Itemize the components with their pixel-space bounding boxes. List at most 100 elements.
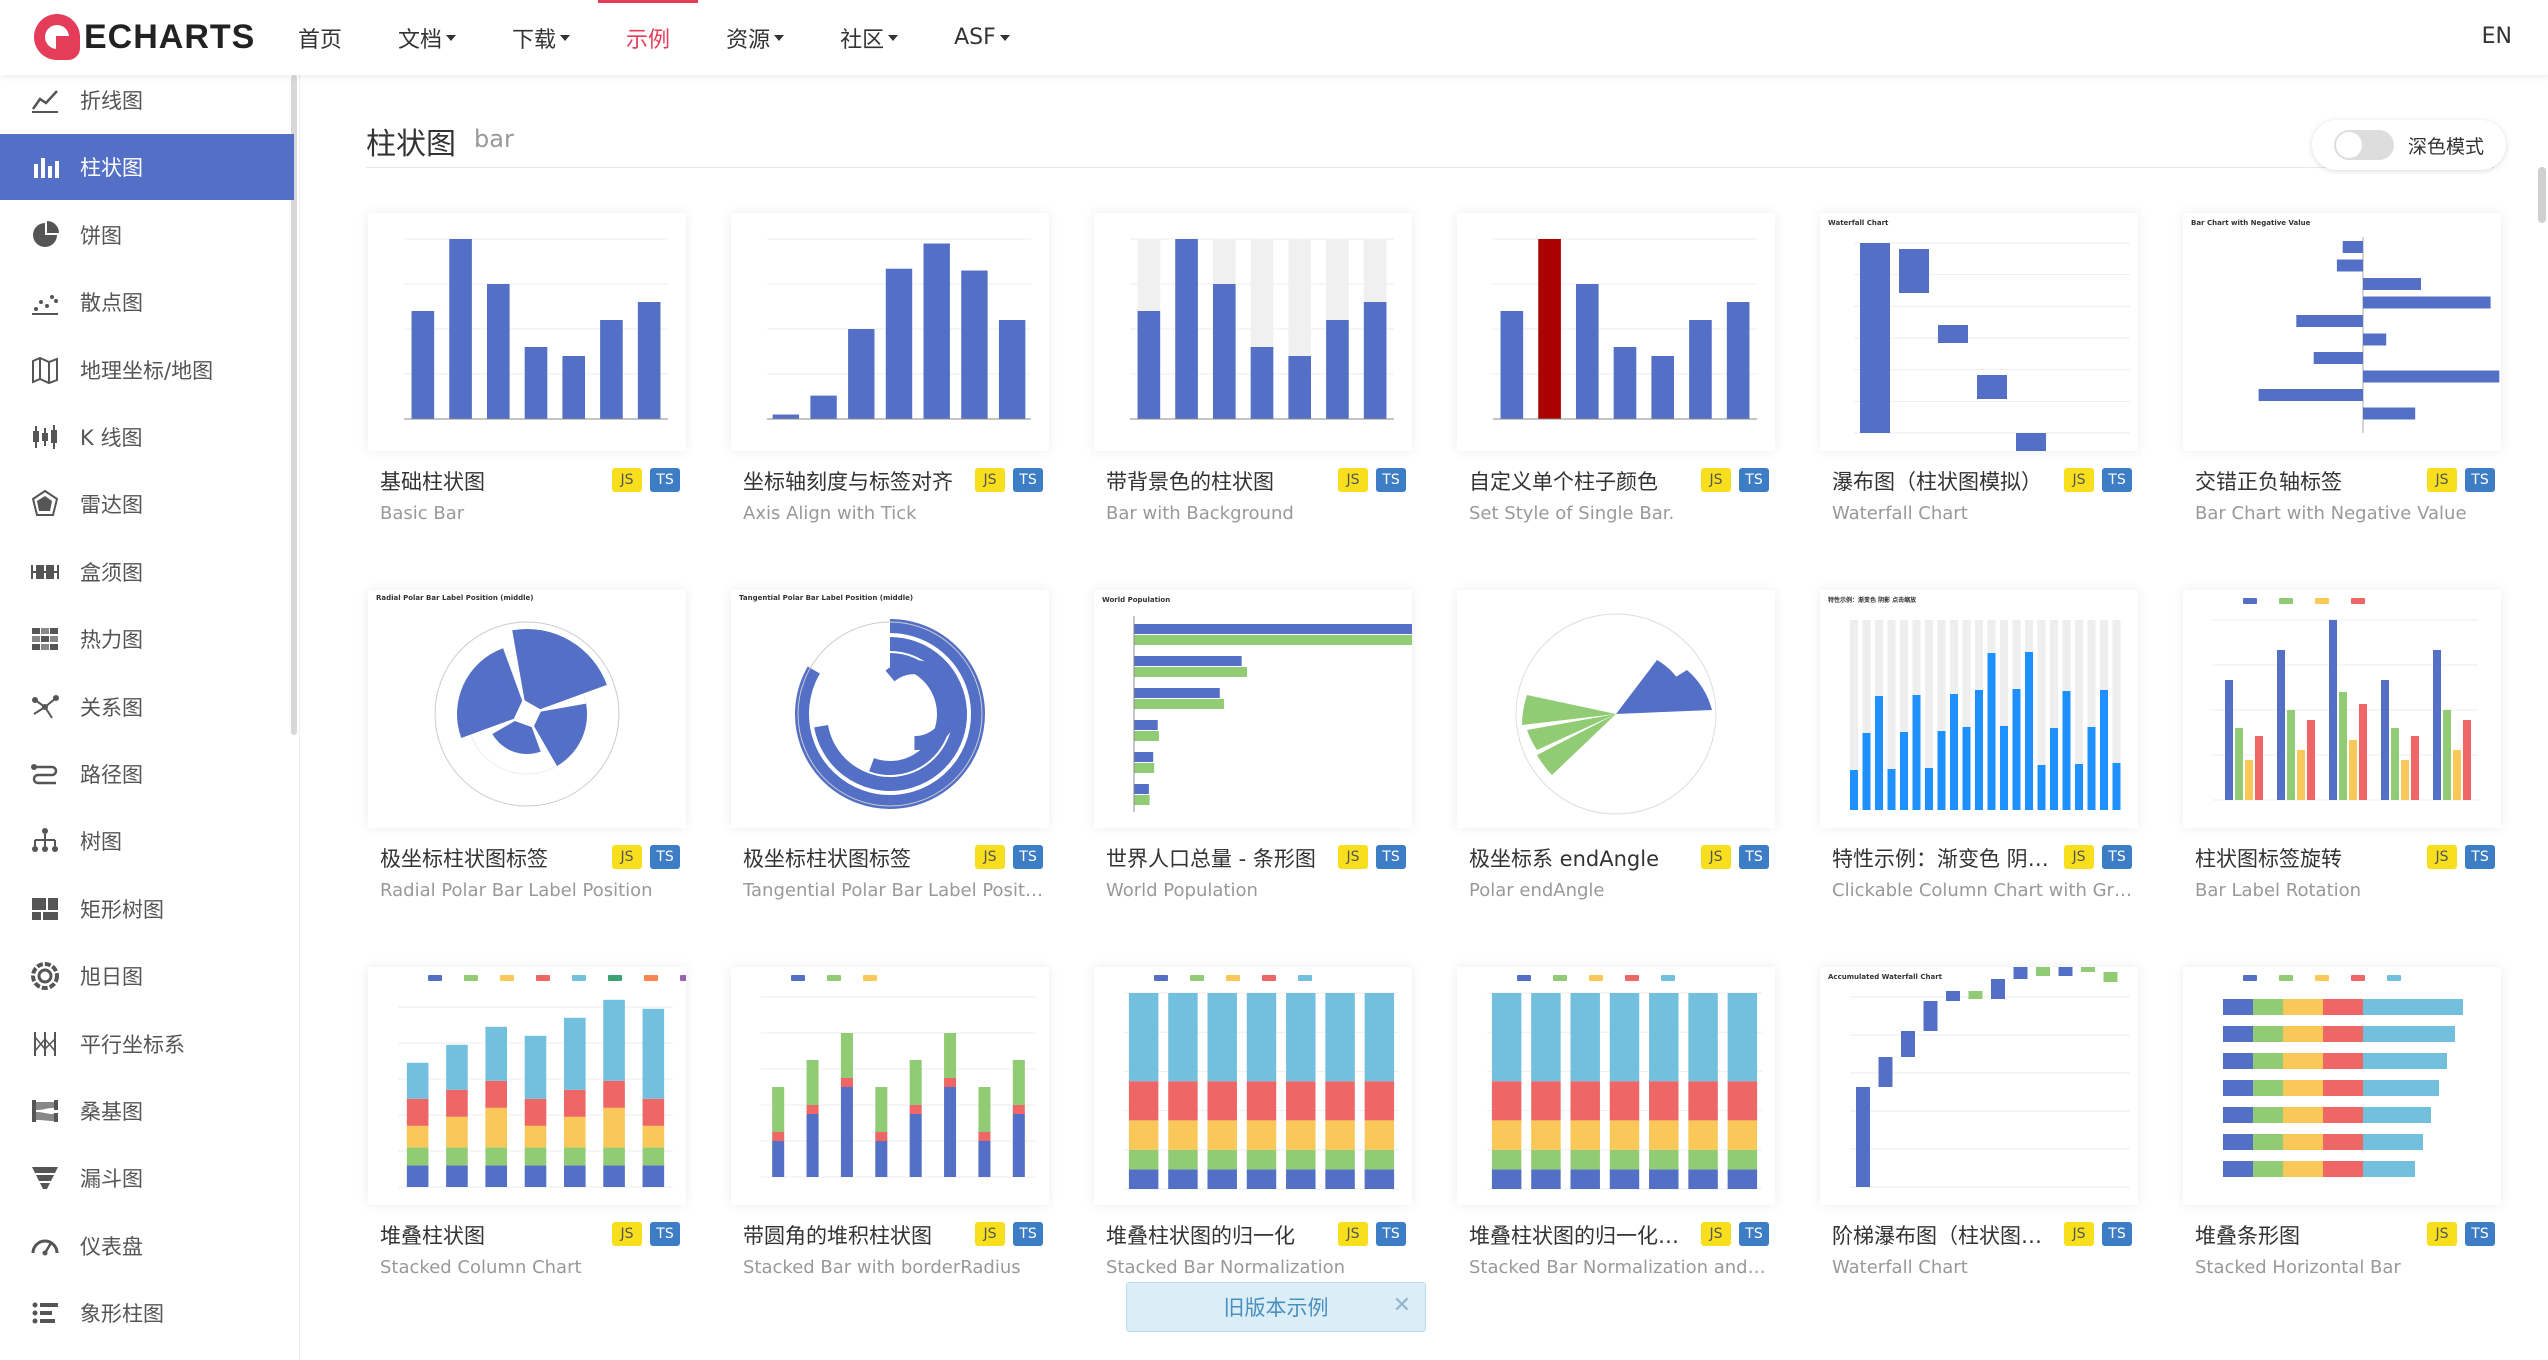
nav-asf[interactable]: ASF	[926, 0, 1038, 75]
js-badge[interactable]: JS	[2427, 468, 2457, 492]
example-card[interactable]: 堆叠柱状图 JS TS Stacked Column Chart	[368, 967, 686, 1278]
js-badge[interactable]: JS	[1701, 1222, 1731, 1246]
nav-docs[interactable]: 文档	[370, 0, 484, 75]
js-badge[interactable]: JS	[612, 468, 642, 492]
card-title[interactable]: 堆叠柱状图的归一化和变量	[1469, 1224, 1689, 1248]
card-title[interactable]: 堆叠条形图	[2195, 1224, 2300, 1248]
js-badge[interactable]: JS	[1338, 1222, 1368, 1246]
sidebar-item-bar-chart[interactable]: 柱状图	[0, 134, 294, 201]
sidebar-item-tree[interactable]: 树图	[0, 808, 294, 874]
example-thumbnail[interactable]	[368, 213, 686, 451]
example-card[interactable]: 带圆角的堆积柱状图 JS TS Stacked Bar with borderRadi…	[731, 967, 1049, 1278]
sidebar-item-boxplot[interactable]: 盒须图	[0, 539, 294, 605]
example-card[interactable]: Radial Polar Bar Label Position (middle)…	[368, 590, 686, 901]
ts-badge[interactable]: TS	[2465, 1222, 2495, 1246]
ts-badge[interactable]: TS	[2465, 845, 2495, 869]
card-title[interactable]: 交错正负轴标签	[2195, 470, 2342, 494]
js-badge[interactable]: JS	[975, 468, 1005, 492]
example-thumbnail[interactable]	[1094, 213, 1412, 451]
js-badge[interactable]: JS	[1338, 468, 1368, 492]
card-title[interactable]: 带背景色的柱状图	[1106, 470, 1274, 494]
example-card[interactable]: 堆叠柱状图的归一化 JS TS Stacked Bar Normalization	[1094, 967, 1412, 1278]
ts-badge[interactable]: TS	[2102, 468, 2132, 492]
example-card[interactable]: Bar Chart with Negative Value 交错正负轴标签 JS TS…	[2183, 213, 2501, 524]
ts-badge[interactable]: TS	[1013, 468, 1043, 492]
example-thumbnail[interactable]: Waterfall Chart	[1820, 213, 2138, 451]
example-thumbnail[interactable]	[1457, 213, 1775, 451]
example-card[interactable]: Tangential Polar Bar Label Position (mid…	[731, 590, 1049, 901]
js-badge[interactable]: JS	[975, 1222, 1005, 1246]
language-switch[interactable]: EN	[2481, 24, 2512, 49]
card-title[interactable]: 坐标轴刻度与标签对齐	[743, 470, 953, 494]
example-card[interactable]: 极坐标系 endAngle JS TS Polar endAngle	[1457, 590, 1775, 901]
nav-examples[interactable]: 示例	[598, 0, 699, 75]
js-badge[interactable]: JS	[2064, 1222, 2094, 1246]
card-title[interactable]: 柱状图标签旋转	[2195, 847, 2342, 871]
nav-resources[interactable]: 资源	[698, 0, 812, 75]
ts-badge[interactable]: TS	[650, 845, 680, 869]
example-thumbnail[interactable]: Bar Chart with Negative Value	[2183, 213, 2501, 451]
sidebar-item-sankey[interactable]: 桑基图	[0, 1078, 294, 1144]
card-title[interactable]: 堆叠柱状图	[380, 1224, 485, 1248]
sidebar-item-lines[interactable]: 路径图	[0, 741, 294, 807]
logo[interactable]: ECHARTS	[34, 14, 255, 60]
close-icon[interactable]: ✕	[1392, 1293, 1411, 1318]
sidebar-item-parallel[interactable]: 平行坐标系	[0, 1011, 294, 1077]
card-title[interactable]: 堆叠柱状图的归一化	[1106, 1224, 1295, 1248]
example-card[interactable]: World Population 世界人口总量 - 条形图 JS TS World Po…	[1094, 590, 1412, 901]
js-badge[interactable]: JS	[612, 1222, 642, 1246]
js-badge[interactable]: JS	[2064, 468, 2094, 492]
ts-badge[interactable]: TS	[1013, 1222, 1043, 1246]
example-thumbnail[interactable]: Accumulated Waterfall Chart	[1820, 967, 2138, 1205]
card-title[interactable]: 极坐标柱状图标签	[743, 847, 911, 871]
nav-community[interactable]: 社区	[812, 0, 926, 75]
example-thumbnail[interactable]	[1094, 967, 1412, 1205]
nav-home[interactable]: 首页	[270, 0, 370, 75]
ts-badge[interactable]: TS	[1376, 845, 1406, 869]
example-thumbnail[interactable]	[1457, 590, 1775, 828]
card-title[interactable]: 极坐标系 endAngle	[1469, 847, 1659, 871]
example-thumbnail[interactable]	[2183, 967, 2501, 1205]
dark-mode-toggle[interactable]: 深色模式	[2312, 120, 2506, 170]
sidebar-item-line-chart[interactable]: 折线图	[0, 75, 294, 133]
sidebar-item-candlestick[interactable]: K 线图	[0, 404, 294, 470]
example-card[interactable]: 柱状图标签旋转 JS TS Bar Label Rotation	[2183, 590, 2501, 901]
card-title[interactable]: 极坐标柱状图标签	[380, 847, 548, 871]
card-title[interactable]: 世界人口总量 - 条形图	[1106, 847, 1316, 871]
ts-badge[interactable]: TS	[1013, 845, 1043, 869]
ts-badge[interactable]: TS	[1739, 468, 1769, 492]
sidebar-item-graph[interactable]: 关系图	[0, 674, 294, 740]
sidebar-item-map[interactable]: 地理坐标/地图	[0, 337, 294, 403]
sidebar-item-gauge[interactable]: 仪表盘	[0, 1213, 294, 1279]
ts-badge[interactable]: TS	[1739, 845, 1769, 869]
example-thumbnail[interactable]	[1457, 967, 1775, 1205]
js-badge[interactable]: JS	[2427, 1222, 2457, 1246]
example-thumbnail[interactable]	[2183, 590, 2501, 828]
card-title[interactable]: 阶梯瀑布图（柱状图模拟）	[1832, 1224, 2052, 1248]
ts-badge[interactable]: TS	[1739, 1222, 1769, 1246]
nav-download[interactable]: 下载	[484, 0, 598, 75]
old-version-banner[interactable]: 旧版本示例 ✕	[1126, 1282, 1426, 1332]
example-card[interactable]: 堆叠柱状图的归一化和变量 JS TS Stacked Bar Normalizatio…	[1457, 967, 1775, 1278]
example-card[interactable]: 堆叠条形图 JS TS Stacked Horizontal Bar	[2183, 967, 2501, 1278]
example-thumbnail[interactable]: Radial Polar Bar Label Position (middle)	[368, 590, 686, 828]
card-title[interactable]: 自定义单个柱子颜色	[1469, 470, 1658, 494]
example-card[interactable]: Waterfall Chart 瀑布图（柱状图模拟） JS TS Waterfall C…	[1820, 213, 2138, 524]
sidebar-item-funnel[interactable]: 漏斗图	[0, 1145, 294, 1211]
sidebar-item-pie-chart[interactable]: 饼图	[0, 202, 294, 268]
js-badge[interactable]: JS	[612, 845, 642, 869]
example-thumbnail[interactable]: World Population	[1094, 590, 1412, 828]
js-badge[interactable]: JS	[1701, 845, 1731, 869]
js-badge[interactable]: JS	[1701, 468, 1731, 492]
sidebar-item-pictorial-bar[interactable]: 象形柱图	[0, 1280, 294, 1346]
sidebar-item-sunburst[interactable]: 旭日图	[0, 943, 294, 1009]
example-card[interactable]: 基础柱状图 JS TS Basic Bar	[368, 213, 686, 524]
sidebar-item-heatmap[interactable]: 热力图	[0, 606, 294, 672]
card-title[interactable]: 基础柱状图	[380, 470, 485, 494]
ts-badge[interactable]: TS	[650, 468, 680, 492]
js-badge[interactable]: JS	[2427, 845, 2457, 869]
ts-badge[interactable]: TS	[1376, 1222, 1406, 1246]
sidebar-item-radar[interactable]: 雷达图	[0, 471, 294, 537]
ts-badge[interactable]: TS	[650, 1222, 680, 1246]
